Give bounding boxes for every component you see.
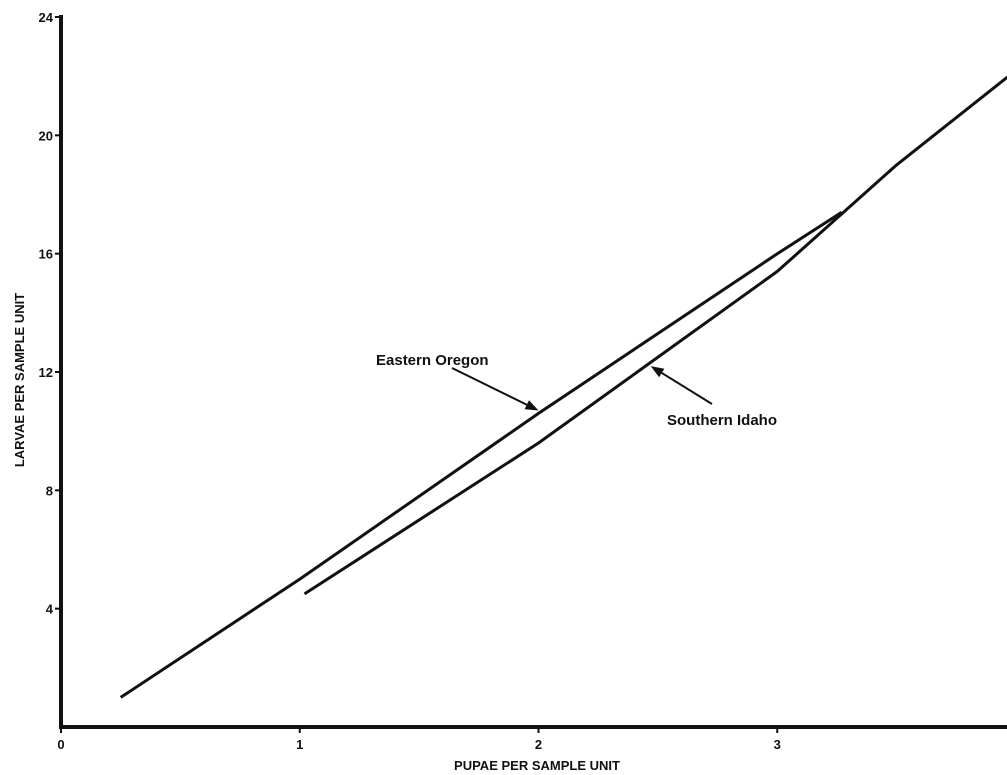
annotation-layer: Eastern Oregon Southern Idaho [376, 352, 777, 429]
y-tick-label: 16 [39, 247, 53, 262]
x-tick-label: 0 [57, 737, 64, 752]
annotation-eastern-oregon: Eastern Oregon [376, 352, 489, 369]
y-tick-label: 4 [46, 602, 54, 617]
annotation-southern-idaho: Southern Idaho [667, 412, 777, 429]
y-tick-label: 12 [39, 365, 53, 380]
arrow-head-icon [524, 400, 539, 411]
arrow-head-icon [650, 366, 665, 378]
y-tick-label: 24 [39, 10, 54, 25]
series-line-southern-idaho [303, 75, 1007, 596]
annotation-arrow-eastern-oregon [451, 367, 528, 406]
annotation-arrow-southern-idaho [661, 372, 713, 405]
axes [59, 15, 1007, 729]
x-axis-title: PUPAE PER SAMPLE UNIT [454, 758, 620, 773]
x-tick-label: 1 [296, 737, 303, 752]
y-tick-label: 8 [46, 483, 53, 498]
series-layer [119, 75, 1007, 699]
y-tick-label: 20 [39, 128, 53, 143]
y-axis-title: LARVAE PER SAMPLE UNIT [12, 293, 27, 467]
series-line-eastern-oregon [119, 211, 843, 699]
x-tick-label: 2 [535, 737, 542, 752]
x-tick-label: 3 [774, 737, 781, 752]
